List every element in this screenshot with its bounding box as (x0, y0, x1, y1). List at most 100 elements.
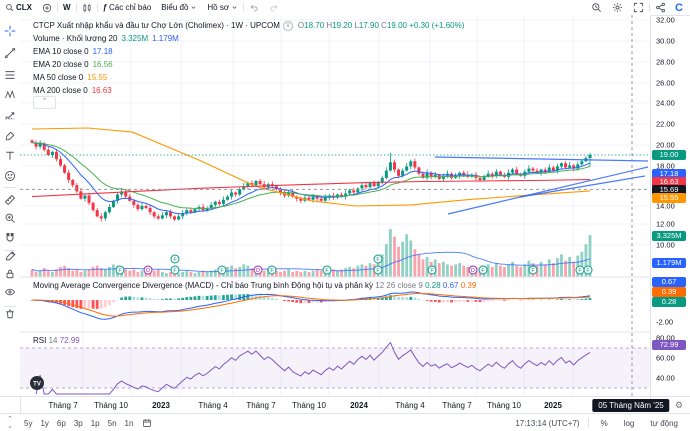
price-axis-badge: 17.18 (652, 169, 686, 179)
price-axis-label: 20.00 (656, 140, 675, 150)
quick-search-button[interactable] (586, 0, 607, 15)
svg-text:F: F (376, 268, 380, 274)
compare-add-button[interactable] (37, 0, 57, 15)
chevron-down-icon (190, 4, 197, 11)
macd-legend[interactable]: Moving Average Convergence Divergence (M… (33, 281, 477, 290)
pattern-icon (4, 88, 16, 106)
price-axis-badge: 0.28 (652, 297, 686, 307)
legend-row[interactable]: EMA 20 close 0 16.56 (33, 60, 464, 70)
legend-row-values: 3.325M 1.179M (121, 34, 179, 43)
legend-row[interactable]: EMA 10 close 0 17.18 (33, 47, 464, 57)
panel-collapse-icon[interactable]: ⌃ ⌄ (7, 416, 13, 430)
pencil-tool[interactable] (0, 250, 20, 266)
crosshair-tool[interactable] (0, 25, 20, 41)
fib-tool[interactable] (0, 69, 20, 85)
clock-label[interactable]: 17:13:14 (UTC+7) (515, 418, 580, 428)
ruler-icon (4, 193, 16, 211)
pattern-tool[interactable] (0, 89, 20, 105)
time-axis-label: Tháng 10 (487, 401, 521, 410)
log-scale-toggle[interactable]: log (623, 418, 635, 428)
svg-text:F: F (325, 268, 329, 274)
range-button-1y[interactable]: 1y (40, 418, 49, 428)
svg-text:F: F (586, 268, 590, 274)
emoji-icon (4, 169, 16, 187)
legend-row-label: MA 200 close 0 (33, 86, 88, 95)
price-axis-label: 24.00 (656, 98, 675, 108)
range-button-5n[interactable]: 5n (107, 418, 117, 428)
profile-menu-button[interactable]: Hồ sơ (202, 0, 243, 15)
time-axis-label: 2024 (350, 401, 368, 410)
time-axis-label: Tháng 4 (395, 401, 425, 410)
go-to-date-button[interactable] (137, 416, 157, 431)
price-axis-label: 30.00 (656, 36, 675, 46)
zoom-in-tool[interactable] (0, 212, 20, 228)
price-axis-label: 32.00 (656, 15, 675, 25)
svg-text:D: D (471, 268, 475, 274)
position-tool[interactable] (0, 109, 20, 125)
legend-row[interactable]: MA 50 close 0 15.55 (33, 73, 464, 83)
legend-row-values: 15.55 (87, 73, 108, 82)
eye-tool[interactable] (0, 286, 20, 302)
legend-collapse-button[interactable]: ⌃ (33, 96, 56, 109)
price-axis-badge: 0.39 (652, 287, 686, 297)
legend-row[interactable]: Volume · Khối lượng 20 3.325M 1.179M (33, 34, 464, 44)
percent-scale-toggle[interactable]: % (600, 418, 608, 428)
broker-logo[interactable]: C (675, 1, 683, 14)
svg-text:F: F (173, 257, 177, 263)
price-axis[interactable]: 32.00 30.00 28.00 26.00 24.00 22.00 20.00 18.00… (650, 15, 690, 413)
brush-tool[interactable] (0, 130, 20, 146)
fx-icon: ƒ (102, 3, 108, 12)
svg-text:TV: TV (33, 382, 41, 388)
svg-text:F: F (118, 268, 122, 274)
trendline-tool[interactable] (0, 47, 20, 63)
tradingview-watermark[interactable]: F D FFF D F F FFF D F F F FTV (20, 15, 650, 396)
undo-button[interactable] (244, 0, 264, 15)
time-axis-label: 2025 (544, 401, 562, 410)
range-button-3p[interactable]: 3p (73, 418, 83, 428)
range-button-5y[interactable]: 5y (24, 418, 33, 428)
range-button-6p[interactable]: 6p (56, 418, 66, 428)
price-axis-label: 60.00 (656, 353, 675, 363)
text-tool[interactable] (0, 150, 20, 166)
chart-pane[interactable]: CTCP Xuất nhập khẩu và đầu tư Chợ Lớn (C… (20, 15, 650, 396)
range-button-1n[interactable]: 1n (124, 418, 134, 428)
fullscreen-button[interactable] (628, 0, 649, 15)
axis-gear-icon[interactable]: ⚙ (674, 400, 683, 410)
symbol-label: CLX (16, 3, 32, 12)
time-axis[interactable]: Tháng 7 Tháng 10 2023 Tháng 4 Tháng 7 Tháng 1… (0, 396, 690, 414)
chart-menu-button[interactable]: Biểu đồ (156, 0, 202, 15)
legend-row-label: EMA 10 close 0 (33, 47, 89, 56)
legend-menu-icon[interactable]: ≡ (282, 21, 293, 31)
magnet-tool[interactable] (0, 232, 20, 248)
price-axis-label: 22.00 (656, 119, 675, 129)
auto-scale-toggle[interactable]: tự động (650, 418, 678, 428)
emoji-tool[interactable] (0, 170, 20, 186)
rsi-legend[interactable]: RSI 14 72.99 (33, 336, 80, 345)
legend-row[interactable]: MA 200 close 0 16.63 (33, 86, 464, 96)
instrument-title[interactable]: CTCP Xuất nhập khẩu và đầu tư Chợ Lớn (C… (33, 21, 280, 30)
price-axis-label: 80.00 (656, 333, 675, 343)
ruler-tool[interactable] (0, 194, 20, 210)
trash-tool[interactable] (0, 308, 20, 324)
magnet-icon (4, 231, 16, 249)
svg-text:F: F (220, 268, 224, 274)
interval-button[interactable]: W (58, 0, 76, 15)
chart-legend: CTCP Xuất nhập khẩu và đầu tư Chợ Lớn (C… (33, 21, 464, 96)
chevron-down-icon (231, 4, 238, 11)
symbol-search-button[interactable]: CLX (0, 0, 37, 15)
svg-text:F: F (270, 268, 274, 274)
share-button[interactable] (650, 0, 671, 15)
chart-style-button[interactable] (77, 0, 97, 15)
svg-text:F: F (376, 257, 380, 263)
search-clock-icon (591, 2, 602, 13)
lock-tool[interactable] (0, 268, 20, 284)
price-axis-label: 10.00 (656, 240, 675, 250)
time-axis-label: Tháng 7 (442, 401, 472, 410)
range-button-1p[interactable]: 1p (90, 418, 100, 428)
indicators-button[interactable]: ƒ Các chỉ báo (98, 0, 157, 15)
settings-button[interactable] (607, 0, 628, 15)
redo-button[interactable] (264, 0, 284, 15)
price-axis-badge: 3.325M (652, 231, 686, 241)
crosshair-date-tooltip: 05 Tháng Năm '25 (592, 399, 670, 412)
